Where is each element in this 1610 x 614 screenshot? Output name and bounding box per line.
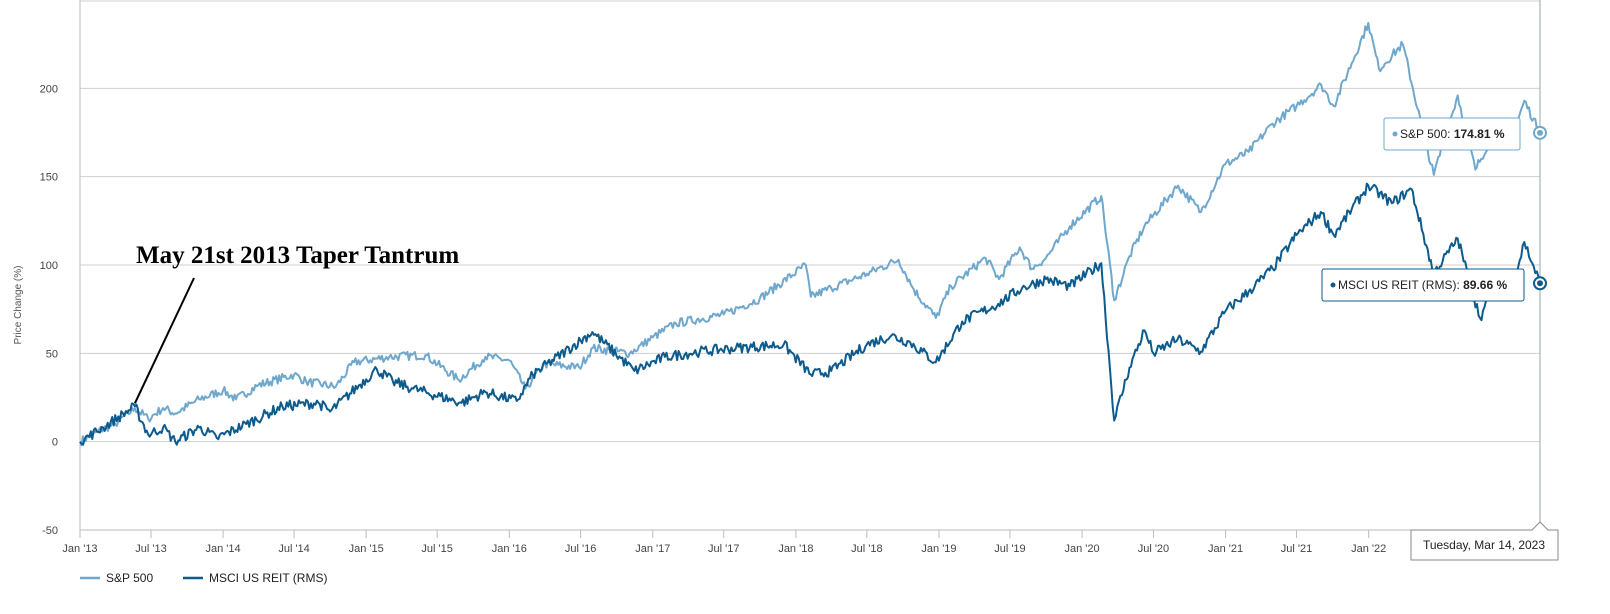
y-tick-label: -50 bbox=[42, 525, 58, 537]
tooltip-box bbox=[1321, 268, 1525, 302]
y-tick-label: 0 bbox=[52, 437, 58, 449]
x-tick-label: Jan '20 bbox=[1065, 543, 1100, 555]
x-tick-label: Jan '22 bbox=[1351, 543, 1386, 555]
crosshair-date-label: Tuesday, Mar 14, 2023 bbox=[1423, 538, 1545, 552]
annotation-arrow bbox=[133, 277, 195, 404]
tooltip-marker bbox=[1392, 131, 1398, 137]
y-axis-ticks: -50 0 50 100 150 200 bbox=[40, 83, 58, 537]
x-tick-label: Jul '13 bbox=[135, 543, 166, 555]
y-tick-label: 100 bbox=[40, 260, 58, 272]
tooltip-value: 174.81 % bbox=[1454, 127, 1505, 141]
series-line-0[interactable] bbox=[79, 22, 1541, 447]
x-tick-label: Jul '14 bbox=[278, 543, 309, 555]
tooltip-box bbox=[1383, 117, 1521, 151]
legend[interactable]: S&P 500 MSCI US REIT (RMS) bbox=[80, 571, 327, 585]
legend-item-1[interactable]: MSCI US REIT (RMS) bbox=[183, 571, 327, 585]
x-tick-label: Jul '21 bbox=[1281, 543, 1312, 555]
tooltip-0: S&P 500: 174.81 % bbox=[1383, 117, 1547, 151]
x-tick-label: Jan '14 bbox=[206, 543, 241, 555]
legend-label: MSCI US REIT (RMS) bbox=[209, 571, 327, 585]
annotation: May 21st 2013 Taper Tantrum bbox=[133, 242, 459, 404]
crosshair-date-bg bbox=[1410, 521, 1559, 561]
x-tick-label: Jul '19 bbox=[994, 543, 1025, 555]
series-line-1[interactable] bbox=[79, 182, 1541, 446]
tooltip-1: MSCI US REIT (RMS): 89.66 % bbox=[1321, 268, 1547, 302]
x-axis-ticks: Jan '13 Jul '13 Jan '14 Jul '14 Jan '15 Jul '… bbox=[62, 530, 1386, 555]
x-tick-label: Jul '17 bbox=[708, 543, 739, 555]
x-tick-label: Jan '19 bbox=[921, 543, 956, 555]
tooltip-series-label: S&P 500 bbox=[1400, 127, 1447, 141]
hover-point-center bbox=[1537, 280, 1543, 287]
x-tick-label: Jan '21 bbox=[1208, 543, 1243, 555]
tooltip-separator: : bbox=[1456, 278, 1463, 292]
tooltips: S&P 500: 174.81 % MSCI US REIT (RMS): 89.… bbox=[1321, 117, 1547, 302]
y-tick-label: 150 bbox=[40, 172, 58, 184]
y-tick-label: 200 bbox=[40, 83, 58, 95]
tooltip-series-label: MSCI US REIT (RMS) bbox=[1338, 278, 1456, 292]
tooltip-separator: : bbox=[1447, 127, 1454, 141]
x-tick-label: Jul '20 bbox=[1138, 543, 1169, 555]
legend-item-0[interactable]: S&P 500 bbox=[80, 571, 153, 585]
tooltip-marker bbox=[1330, 282, 1336, 288]
hover-point-center bbox=[1537, 129, 1543, 136]
series-lines[interactable] bbox=[79, 22, 1541, 447]
x-tick-label: Jul '15 bbox=[421, 543, 452, 555]
tooltip-value: 89.66 % bbox=[1463, 278, 1507, 292]
x-tick-label: Jul '16 bbox=[565, 543, 596, 555]
x-tick-label: Jul '18 bbox=[851, 543, 882, 555]
x-tick-label: Jan '18 bbox=[778, 543, 813, 555]
crosshair-date-box: Tuesday, Mar 14, 2023 bbox=[1410, 521, 1559, 561]
tooltip-text: MSCI US REIT (RMS): 89.66 % bbox=[1338, 278, 1507, 292]
legend-label: S&P 500 bbox=[106, 571, 153, 585]
crosshair: Tuesday, Mar 14, 2023 bbox=[1410, 0, 1559, 561]
tooltip-text: S&P 500: 174.81 % bbox=[1400, 127, 1505, 141]
y-tick-label: 50 bbox=[46, 348, 58, 360]
y-axis-label: Price Change (%) bbox=[13, 266, 24, 345]
annotation-text: May 21st 2013 Taper Tantrum bbox=[136, 242, 459, 269]
x-tick-label: Jan '15 bbox=[349, 543, 384, 555]
x-tick-label: Jan '13 bbox=[62, 543, 97, 555]
x-tick-label: Jan '16 bbox=[492, 543, 527, 555]
x-tick-label: Jan '17 bbox=[635, 543, 670, 555]
